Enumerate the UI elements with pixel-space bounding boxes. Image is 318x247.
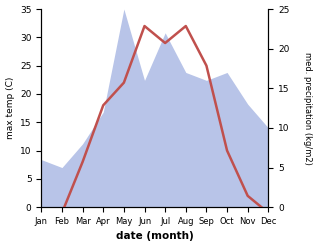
Y-axis label: max temp (C): max temp (C): [5, 77, 15, 139]
X-axis label: date (month): date (month): [116, 231, 194, 242]
Y-axis label: med. precipitation (kg/m2): med. precipitation (kg/m2): [303, 52, 313, 165]
